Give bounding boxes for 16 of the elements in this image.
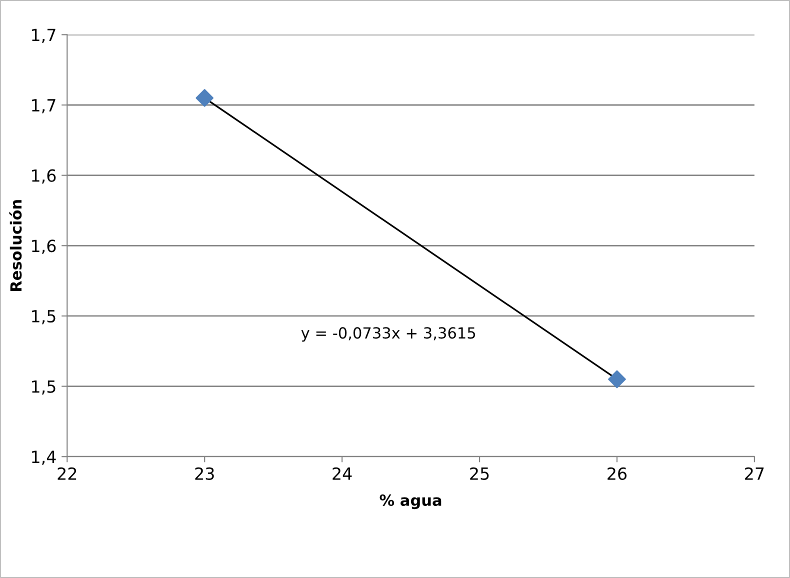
x-tick-label: 26 [608,467,627,480]
y-axis-title: Resolución [9,200,22,291]
x-axis-title: % agua [380,494,442,510]
x-tick-label: 24 [332,467,352,480]
y-tick-label: 1,4 [32,450,56,465]
x-tick-label: 22 [58,467,76,480]
x-tick-label: 25 [470,467,489,480]
y-tick-label: 1,5 [32,310,56,324]
y-tick-label: 1,5 [32,380,56,395]
x-tick-label: 23 [195,467,214,480]
x-tick-label: 27 [745,467,764,480]
y-tick-label: 1,7 [32,99,56,114]
annotation: y = -0,0733x + 3,3615 [301,327,476,342]
y-tick-label: 1,6 [32,240,56,254]
y-tick-label: 1,6 [32,169,56,184]
y-tick-label: 1,7 [32,28,56,43]
